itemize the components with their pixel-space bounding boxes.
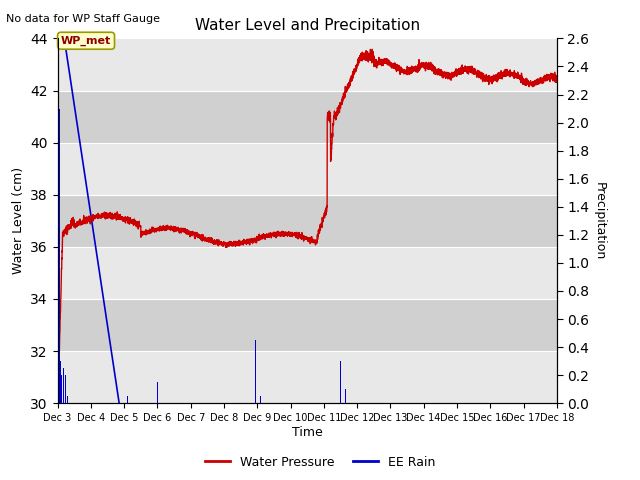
Bar: [58, 143, 557, 195]
Bar: [58, 299, 557, 351]
Bar: [58, 195, 557, 247]
Title: Water Level and Precipitation: Water Level and Precipitation: [195, 18, 420, 33]
Bar: [58, 351, 557, 403]
Y-axis label: Precipitation: Precipitation: [593, 181, 606, 260]
Bar: [58, 38, 557, 91]
X-axis label: Time: Time: [292, 426, 323, 439]
Legend: Water Pressure, EE Rain: Water Pressure, EE Rain: [200, 451, 440, 474]
Text: WP_met: WP_met: [61, 36, 111, 46]
Bar: [58, 247, 557, 299]
Text: No data for WP Staff Gauge: No data for WP Staff Gauge: [6, 14, 161, 24]
Y-axis label: Water Level (cm): Water Level (cm): [12, 167, 25, 275]
Bar: [58, 91, 557, 143]
